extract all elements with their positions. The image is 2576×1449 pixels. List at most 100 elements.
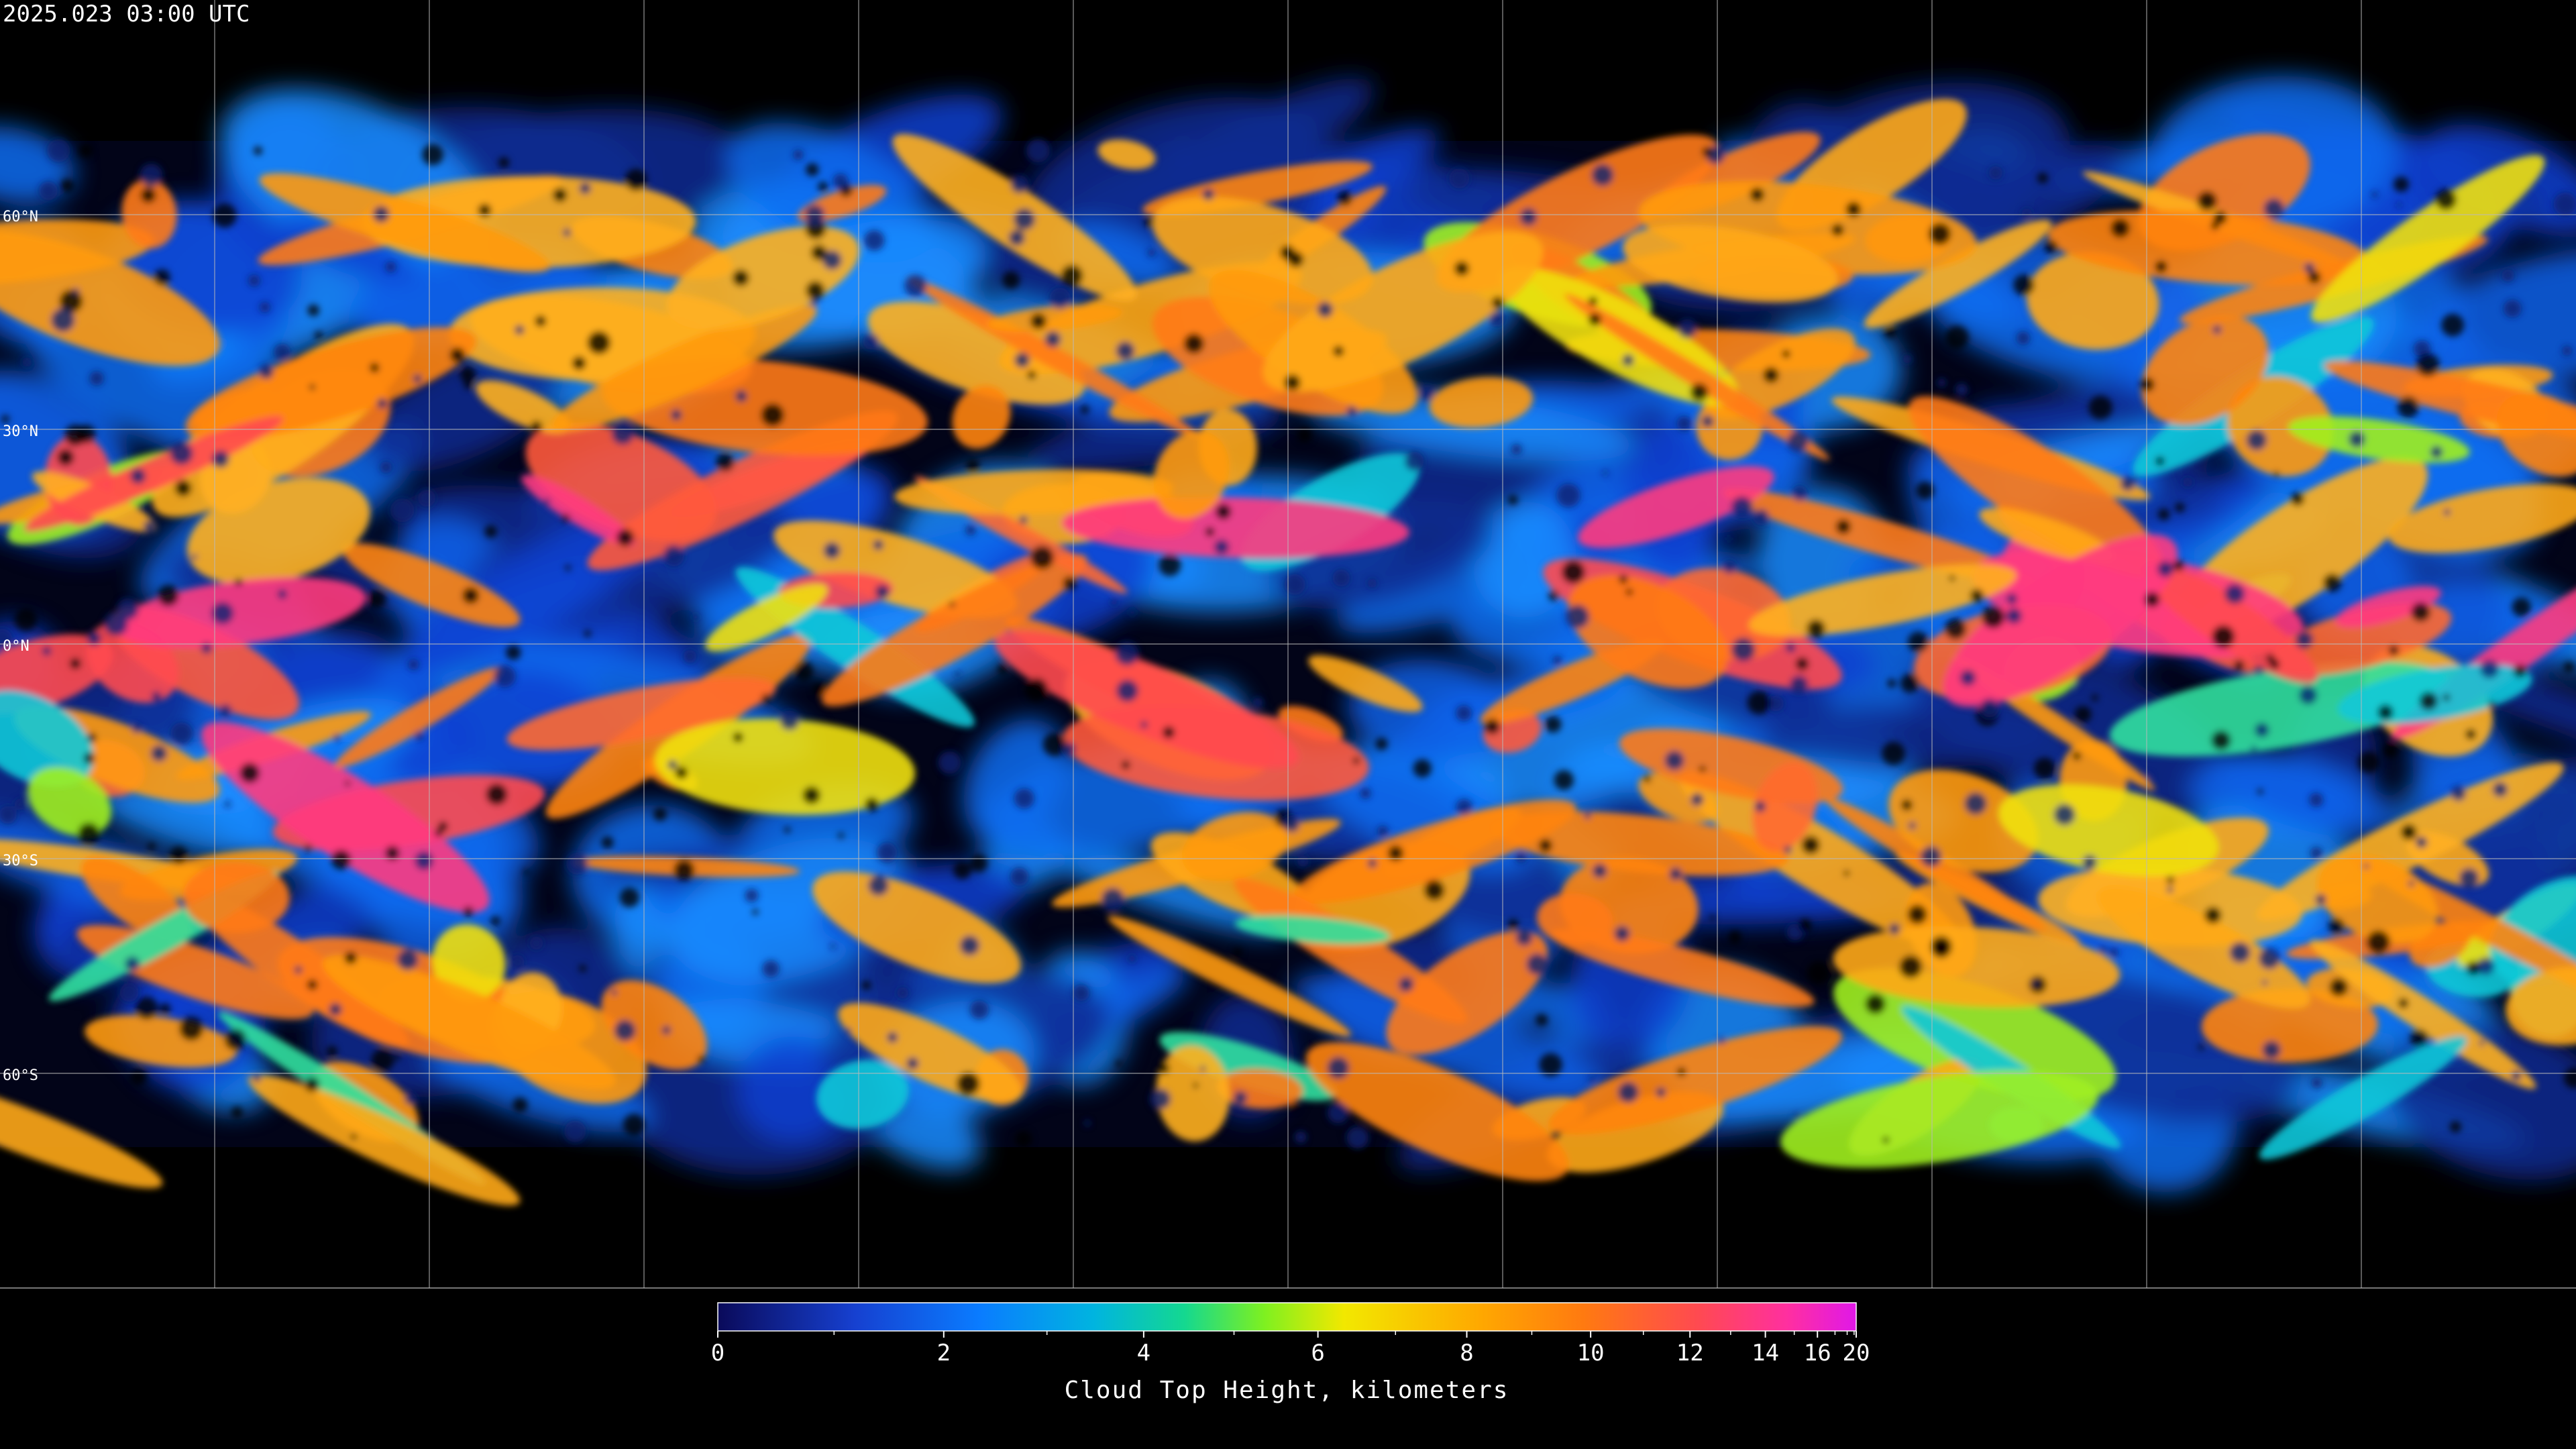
speck xyxy=(896,987,909,999)
speck xyxy=(2213,211,2227,225)
speck xyxy=(760,402,785,427)
speck xyxy=(969,1000,989,1020)
high-cloud xyxy=(2269,602,2452,676)
speck xyxy=(46,139,70,162)
speck xyxy=(1115,1060,1122,1067)
speck xyxy=(2394,176,2409,193)
speck xyxy=(1297,427,1312,443)
speck xyxy=(1722,560,1737,574)
speck xyxy=(22,357,32,368)
speck xyxy=(59,289,83,313)
high-cloud xyxy=(186,478,370,585)
speck xyxy=(396,949,419,971)
speck xyxy=(1283,815,1300,833)
speck xyxy=(60,178,74,193)
speck xyxy=(135,996,158,1020)
speck xyxy=(1337,191,1352,206)
high-cloud xyxy=(0,634,113,714)
speck xyxy=(2315,894,2326,906)
speck xyxy=(2091,694,2098,702)
speck xyxy=(1002,271,1020,289)
speck xyxy=(2224,584,2245,604)
speck xyxy=(1489,311,1505,327)
speck xyxy=(1073,984,1090,1002)
speck xyxy=(78,144,93,158)
speck xyxy=(530,421,543,433)
speck xyxy=(2074,706,2092,723)
speck xyxy=(1798,918,1812,932)
speck xyxy=(2073,682,2081,690)
high-cloud xyxy=(816,1059,909,1129)
speck xyxy=(2295,630,2314,649)
speck xyxy=(959,935,980,956)
speck xyxy=(1676,1067,1686,1077)
speck xyxy=(333,733,341,742)
speck xyxy=(239,763,260,784)
speck xyxy=(64,425,87,447)
speck xyxy=(1753,508,1770,526)
speck xyxy=(2246,429,2267,451)
speck xyxy=(2262,1040,2282,1060)
speck xyxy=(561,514,570,523)
high-cloud xyxy=(1979,507,2115,564)
speck xyxy=(464,380,473,389)
speck xyxy=(274,343,291,361)
speck xyxy=(1,415,9,423)
speck xyxy=(1377,825,1389,837)
speck xyxy=(1116,341,1135,360)
speck xyxy=(667,760,678,769)
speck xyxy=(1014,788,1034,809)
high-cloud xyxy=(2310,939,2536,1089)
speck xyxy=(611,422,635,445)
high-cloud xyxy=(952,385,1011,449)
speck xyxy=(1538,839,1552,853)
speck xyxy=(1619,575,1628,584)
speck xyxy=(1622,354,1634,366)
speck xyxy=(2510,1070,2522,1081)
speck xyxy=(601,836,614,849)
high-cloud xyxy=(1308,655,1423,712)
high-cloud xyxy=(2259,1036,2467,1160)
speck xyxy=(535,315,547,327)
speck xyxy=(1982,605,2005,629)
speck xyxy=(254,146,262,156)
high-cloud xyxy=(1638,773,1719,823)
speck xyxy=(745,888,759,903)
speck xyxy=(1794,1113,1801,1121)
speck xyxy=(147,842,156,851)
speck xyxy=(1603,470,1609,476)
speck xyxy=(1080,405,1089,414)
colorbar-tick-label: 8 xyxy=(1460,1340,1473,1366)
speck xyxy=(327,1046,337,1057)
high-cloud xyxy=(705,584,828,651)
speck xyxy=(784,826,791,833)
speck xyxy=(2120,476,2135,492)
speck xyxy=(309,384,315,390)
speck xyxy=(2210,221,2219,230)
latitude-label: 60°N xyxy=(3,209,38,225)
speck xyxy=(1865,994,1886,1015)
speck xyxy=(1404,451,1424,472)
speck xyxy=(806,280,825,301)
speck xyxy=(2564,1067,2576,1089)
speck xyxy=(2329,977,2349,997)
speck xyxy=(211,450,229,468)
speck xyxy=(2134,476,2140,482)
high-cloud xyxy=(1097,139,1156,170)
speck xyxy=(1061,264,1083,287)
speck xyxy=(1789,675,1809,695)
speck xyxy=(1792,485,1808,501)
speck xyxy=(1801,835,1820,855)
speck xyxy=(2502,269,2515,282)
high-cloud xyxy=(1153,430,1230,519)
low-cloud xyxy=(928,198,1102,310)
speck xyxy=(1526,953,1548,975)
colorbar-tick-label: 4 xyxy=(1137,1340,1150,1366)
speck xyxy=(1561,560,1585,584)
speck xyxy=(2377,704,2394,720)
speck xyxy=(969,854,987,873)
high-cloud xyxy=(2109,661,2450,757)
speck xyxy=(1960,669,1976,686)
high-cloud xyxy=(1908,396,2164,578)
speck xyxy=(1116,680,1138,702)
